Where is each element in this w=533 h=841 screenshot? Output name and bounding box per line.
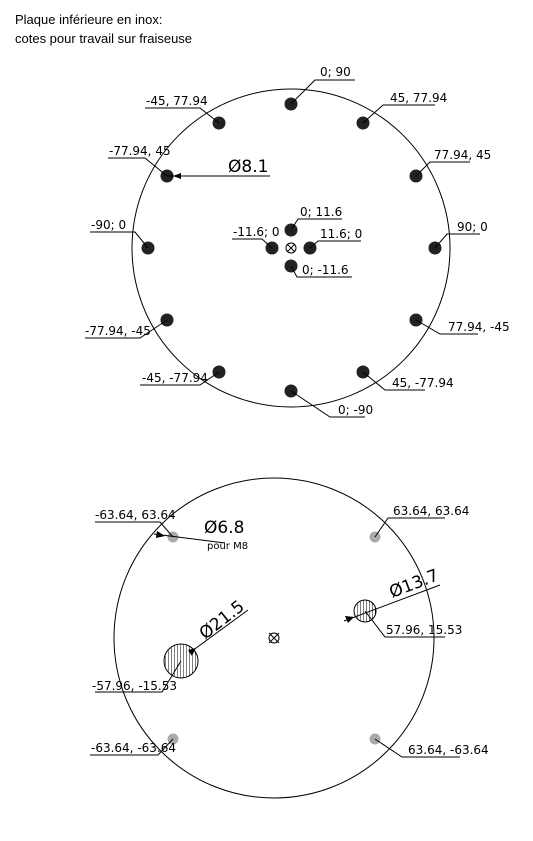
left-hole-diameter: Ø21.5: [196, 597, 249, 644]
center-label-11-0: 11.6; 0: [320, 227, 362, 241]
right-hole-diameter: Ø13.7: [387, 566, 442, 603]
page-header: Plaque inférieure en inox: cotes pour tr…: [15, 10, 192, 48]
large-hole-right-label: 57.96, 15.53: [386, 623, 462, 637]
top-label-45-m77: 45, -77.94: [392, 376, 454, 390]
diameter-arrow: [173, 173, 181, 179]
top-plate-outline: [131, 88, 451, 408]
bottom-label-m63-m63: -63.64, -63.64: [91, 741, 176, 755]
top-plate: 0; 90 45, 77.94 77.94, 45 90; 0 77.94, -…: [85, 65, 510, 418]
center-label-0-11: 0; 11.6: [300, 205, 342, 219]
bottom-leader-lines: [90, 517, 460, 758]
header-title: Plaque inférieure en inox:: [15, 12, 163, 27]
bottom-center-mark: [268, 632, 280, 644]
top-label-77-m45: 77.94, -45: [448, 320, 510, 334]
top-label-0-m90: 0; -90: [338, 403, 373, 417]
center-label-m11-0: -11.6; 0: [233, 225, 280, 239]
center-label-0-m11: 0; -11.6: [302, 263, 349, 277]
bottom-arrows: [156, 531, 354, 656]
bottom-plate: -63.64, 63.64 63.64, 63.64 -63.64, -63.6…: [90, 477, 489, 799]
header-subtitle: cotes pour travail sur fraiseuse: [15, 31, 193, 46]
large-hole-left-label: -57.96, -15.53: [92, 679, 177, 693]
bottom-small-diameter-note: pour M8: [207, 541, 248, 552]
top-label-m45-m77: -45, -77.94: [142, 371, 208, 385]
top-label-90-0: 90; 0: [457, 220, 488, 234]
top-label-m77-45: -77.94, 45: [109, 144, 171, 158]
top-leader-lines: [85, 79, 480, 418]
bottom-label-63-m63: 63.64, -63.64: [408, 743, 489, 757]
top-center-mark: [285, 242, 297, 254]
bottom-plate-outline: [113, 477, 435, 799]
top-label-0-90: 0; 90: [320, 65, 351, 79]
bottom-small-diameter: Ø6.8: [204, 518, 244, 538]
top-label-m90-0: -90; 0: [91, 218, 126, 232]
bottom-label-m63-63: -63.64, 63.64: [95, 508, 176, 522]
top-label-77-45: 77.94, 45: [434, 148, 491, 162]
bottom-label-63-63: 63.64, 63.64: [393, 504, 469, 518]
top-diameter-label: Ø8.1: [228, 157, 268, 177]
top-label-m77-m45: -77.94, -45: [85, 324, 151, 338]
top-label-45-77: 45, 77.94: [390, 91, 447, 105]
top-label-m45-77: -45, 77.94: [146, 94, 208, 108]
